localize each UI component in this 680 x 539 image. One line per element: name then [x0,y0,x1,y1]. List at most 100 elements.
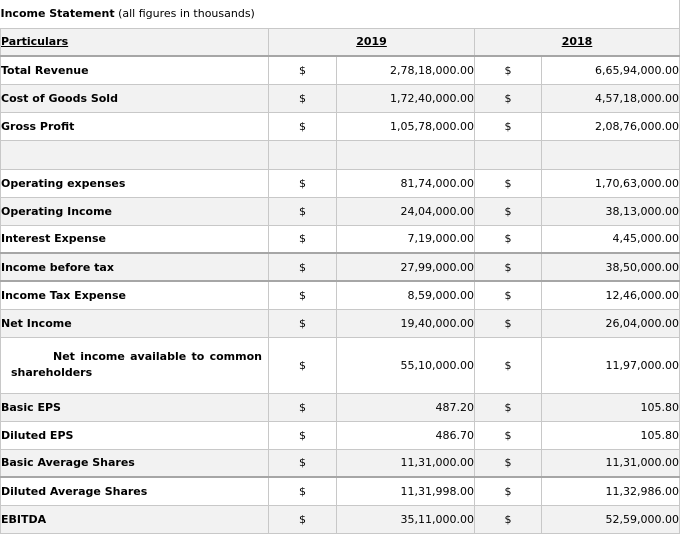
currency-symbol: $ [474,336,542,394]
row-label: EBITDA [0,504,269,534]
value-2019: 487.20 [336,392,475,422]
currency-symbol: $ [474,252,542,282]
row-label: Diluted Average Shares [0,476,269,506]
particulars-header: Particulars [0,27,269,57]
currency-symbol: $ [268,504,337,534]
year-2018-header: 2018 [473,27,680,57]
value-2019: 8,59,000.00 [336,280,475,310]
currency-symbol: $ [474,196,542,226]
row-label: Basic EPS [0,392,269,422]
currency-symbol: $ [474,308,542,338]
value-2018: 2,08,76,000.00 [540,111,680,141]
currency-symbol: $ [474,168,542,198]
currency-symbol: $ [268,252,337,282]
currency-symbol: $ [474,448,542,478]
value-2018: 1,70,63,000.00 [540,168,680,198]
value-2018: 12,46,000.00 [540,280,680,310]
row-label: Cost of Goods Sold [0,83,269,113]
row-total-revenue: Total Revenue $ 2,78,18,000.00 $ 6,65,94… [0,55,680,85]
currency-symbol: $ [474,504,542,534]
currency-symbol: $ [268,55,337,85]
spacer-row [0,139,680,170]
row-net-income: Net Income $ 19,40,000.00 $ 26,04,000.00 [0,308,680,338]
row-label: Net income available to common sharehold… [0,336,269,394]
value-2019: 486.70 [336,420,475,450]
row-interest-expense: Interest Expense $ 7,19,000.00 $ 4,45,00… [0,224,680,254]
value-2018: 38,50,000.00 [540,252,680,282]
currency-symbol: $ [268,476,337,506]
value-2018: 105.80 [540,392,680,422]
currency-symbol: $ [268,111,337,141]
row-operating-income: Operating Income $ 24,04,000.00 $ 38,13,… [0,196,680,226]
empty-cell [474,139,542,170]
value-2019: 27,99,000.00 [336,252,475,282]
value-2019: 1,72,40,000.00 [336,83,475,113]
value-2019: 2,78,18,000.00 [336,55,475,85]
value-2018: 52,59,000.00 [540,504,680,534]
currency-symbol: $ [474,280,542,310]
empty-cell [336,139,475,170]
currency-symbol: $ [268,392,337,422]
value-2019: 81,74,000.00 [336,168,475,198]
row-basic-average-shares: Basic Average Shares $ 11,31,000.00 $ 11… [0,448,680,478]
row-label: Operating expenses [0,168,269,198]
title-row: Income Statement (all figures in thousan… [0,0,680,29]
currency-symbol: $ [474,111,542,141]
row-label-line-2: shareholders [11,366,93,379]
row-diluted-average-shares: Diluted Average Shares $ 11,31,998.00 $ … [0,476,680,506]
value-2018: 11,97,000.00 [540,336,680,394]
value-2018: 11,31,000.00 [540,448,680,478]
value-2019: 1,05,78,000.00 [336,111,475,141]
row-label: Basic Average Shares [0,448,269,478]
row-label-line-1: Net income available to common [53,350,262,363]
currency-symbol: $ [474,83,542,113]
value-2018: 26,04,000.00 [540,308,680,338]
statement-title: Income Statement (all figures in thousan… [0,0,680,29]
value-2019: 7,19,000.00 [336,224,475,254]
row-label: Diluted EPS [0,420,269,450]
row-label: Gross Profit [0,111,269,141]
currency-symbol: $ [474,420,542,450]
currency-symbol: $ [268,308,337,338]
value-2019: 11,31,000.00 [336,448,475,478]
row-net-income-common: Net income available to common sharehold… [0,336,680,394]
row-label: Income Tax Expense [0,280,269,310]
value-2018: 11,32,986.00 [540,476,680,506]
currency-symbol: $ [268,280,337,310]
row-income-tax-expense: Income Tax Expense $ 8,59,000.00 $ 12,46… [0,280,680,310]
currency-symbol: $ [268,196,337,226]
empty-cell [268,139,337,170]
row-cost-of-goods-sold: Cost of Goods Sold $ 1,72,40,000.00 $ 4,… [0,83,680,113]
currency-symbol: $ [474,476,542,506]
currency-symbol: $ [474,392,542,422]
row-label: Total Revenue [0,55,269,85]
value-2018: 4,57,18,000.00 [540,83,680,113]
value-2018: 6,65,94,000.00 [540,55,680,85]
row-diluted-eps: Diluted EPS $ 486.70 $ 105.80 [0,420,680,450]
row-label: Net Income [0,308,269,338]
value-2019: 55,10,000.00 [336,336,475,394]
currency-symbol: $ [268,420,337,450]
value-2019: 19,40,000.00 [336,308,475,338]
value-2019: 24,04,000.00 [336,196,475,226]
empty-cell [0,139,269,170]
currency-symbol: $ [474,55,542,85]
header-row: Particulars 2019 2018 [0,27,680,57]
row-label: Interest Expense [0,224,269,254]
value-2019: 35,11,000.00 [336,504,475,534]
empty-cell [540,139,680,170]
row-operating-expenses: Operating expenses $ 81,74,000.00 $ 1,70… [0,168,680,198]
currency-symbol: $ [268,83,337,113]
value-2018: 105.80 [540,420,680,450]
row-label: Operating Income [0,196,269,226]
row-income-before-tax: Income before tax $ 27,99,000.00 $ 38,50… [0,252,680,282]
currency-symbol: $ [268,448,337,478]
currency-symbol: $ [268,168,337,198]
value-2018: 4,45,000.00 [540,224,680,254]
row-basic-eps: Basic EPS $ 487.20 $ 105.80 [0,392,680,422]
value-2019: 11,31,998.00 [336,476,475,506]
value-2018: 38,13,000.00 [540,196,680,226]
row-ebitda: EBITDA $ 35,11,000.00 $ 52,59,000.00 [0,504,680,534]
row-gross-profit: Gross Profit $ 1,05,78,000.00 $ 2,08,76,… [0,111,680,141]
